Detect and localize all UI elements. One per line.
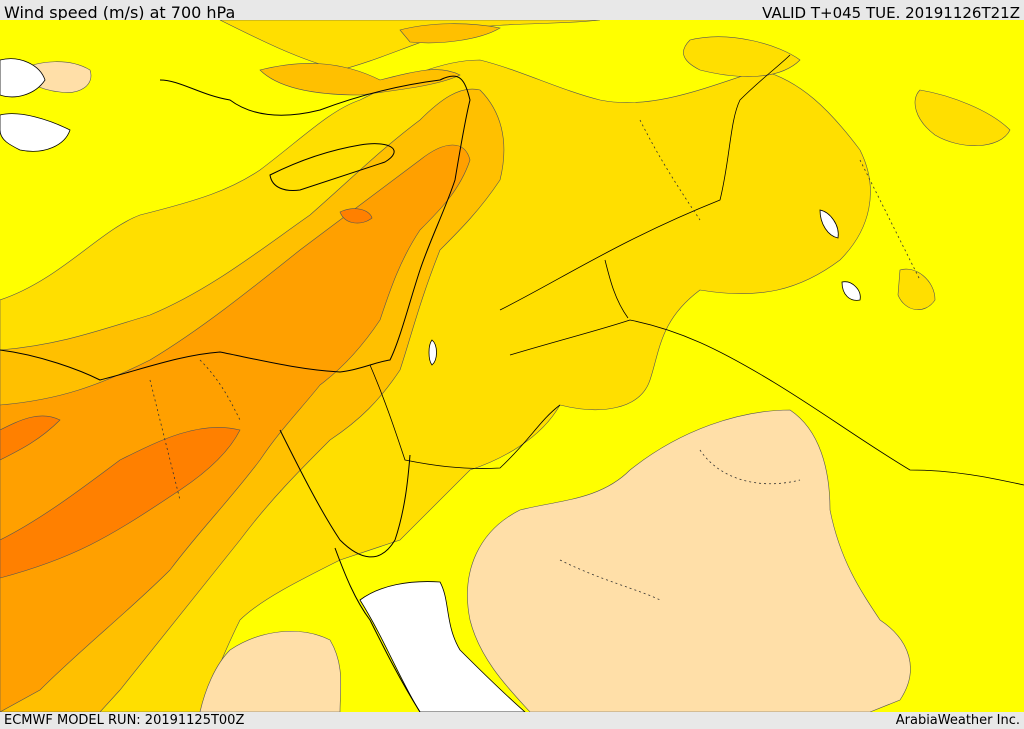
wind-band-3 — [0, 144, 471, 712]
wind-map-svg — [0, 20, 1024, 712]
low-wind-arabia — [467, 409, 911, 712]
dotted-boundaries — [149, 119, 921, 601]
wind-band-1-east-small — [897, 268, 936, 310]
aegean-mask — [0, 113, 71, 152]
lake-east — [819, 209, 839, 239]
chart-title: Wind speed (m/s) at 700 hPa — [4, 3, 236, 22]
wind-band-2-north-small — [399, 23, 501, 44]
border-iraq — [499, 54, 791, 311]
aegean-mask-small — [0, 58, 46, 98]
med-coastline — [0, 75, 471, 381]
model-run: ECMWF MODEL RUN: 20191125T00Z — [4, 713, 245, 728]
border-saudi — [509, 319, 1024, 486]
wind-band-4 — [0, 427, 241, 579]
header-bar: Wind speed (m/s) at 700 hPa VALID T+045 … — [0, 0, 1024, 22]
border-egypt — [369, 364, 561, 469]
brand-label: ArabiaWeather Inc. — [895, 713, 1020, 728]
valid-time: VALID T+045 TUE. 20191126T21Z — [762, 4, 1020, 22]
red-sea-coast — [334, 547, 421, 712]
wind-band-1-northeast — [683, 36, 801, 77]
wind-map — [0, 20, 1024, 712]
wind-band-1-north — [219, 20, 601, 71]
dead-sea — [428, 339, 437, 366]
cyprus-coast — [269, 143, 395, 191]
wind-band-1-east — [914, 89, 1011, 146]
wind-band-2-north — [259, 63, 461, 96]
low-wind-egypt — [199, 631, 342, 712]
border-jordan — [604, 259, 629, 319]
footer-bar: ECMWF MODEL RUN: 20191125T00Z ArabiaWeat… — [0, 712, 1024, 729]
red-sea-mask — [359, 581, 526, 712]
sinai-coast — [279, 429, 411, 558]
lake-east-2 — [841, 281, 861, 301]
wind-band-4-inner — [0, 415, 61, 461]
wind-band-4-small — [339, 208, 373, 224]
